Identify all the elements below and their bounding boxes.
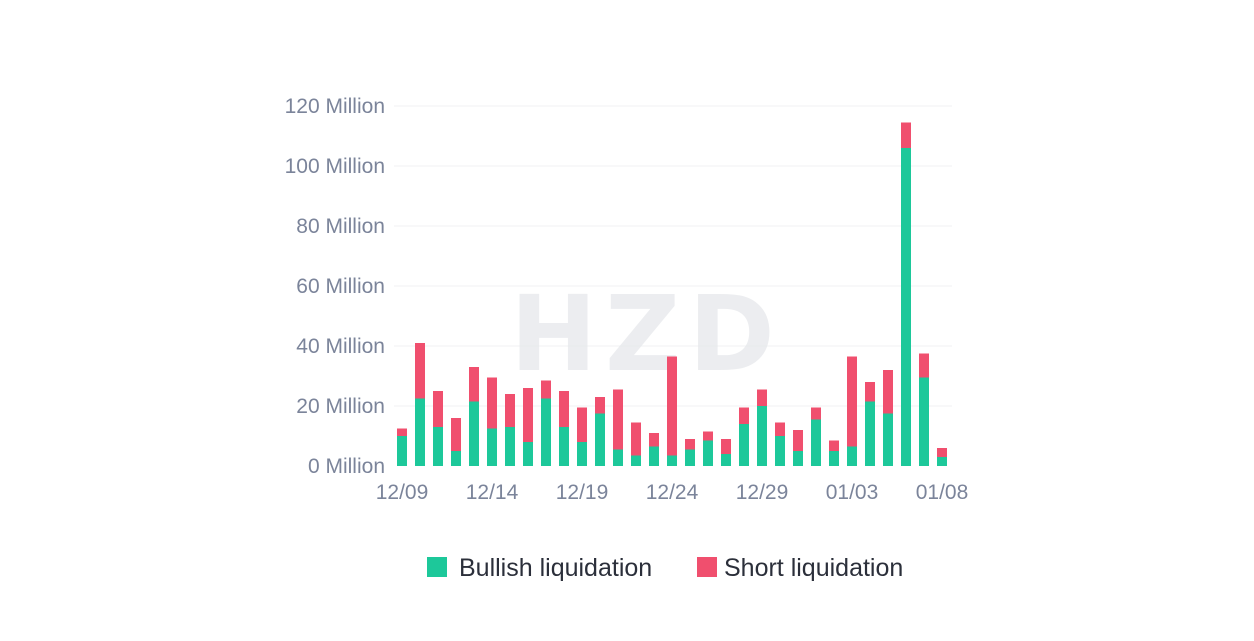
bar-bullish-liquidation	[667, 455, 677, 466]
y-tick-label: 0 Million	[308, 455, 385, 478]
bar-short-liquidation	[865, 382, 875, 402]
bar-short-liquidation	[703, 431, 713, 441]
bar-bullish-liquidation	[433, 427, 443, 466]
bar-short-liquidation	[613, 389, 623, 450]
bar-bullish-liquidation	[901, 148, 911, 466]
bar-bullish-liquidation	[649, 446, 659, 466]
x-tick-label: 12/14	[466, 481, 519, 504]
bar-short-liquidation	[523, 388, 533, 442]
bar-bullish-liquidation	[793, 451, 803, 466]
x-tick-label: 12/24	[646, 481, 699, 504]
bar-short-liquidation	[811, 407, 821, 420]
bar-bullish-liquidation	[703, 440, 713, 466]
legend: Bullish liquidation Short liquidation	[427, 554, 903, 582]
legend-swatch-short	[697, 557, 717, 577]
bar-bullish-liquidation	[721, 454, 731, 466]
bar-short-liquidation	[469, 367, 479, 402]
bar-short-liquidation	[595, 397, 605, 414]
bar-short-liquidation	[397, 428, 407, 436]
bar-short-liquidation	[451, 418, 461, 451]
y-tick-label: 100 Million	[285, 155, 385, 178]
bar-short-liquidation	[757, 389, 767, 406]
bar-short-liquidation	[901, 122, 911, 148]
x-tick-label: 12/09	[376, 481, 429, 504]
bar-bullish-liquidation	[523, 442, 533, 466]
x-tick-label: 01/03	[826, 481, 879, 504]
bar-bullish-liquidation	[739, 424, 749, 466]
bar-short-liquidation	[505, 394, 515, 427]
bar-bullish-liquidation	[595, 413, 605, 466]
bar-bullish-liquidation	[487, 428, 497, 466]
bar-bullish-liquidation	[613, 449, 623, 466]
bar-short-liquidation	[775, 422, 785, 436]
bar-short-liquidation	[631, 422, 641, 456]
y-tick-label: 80 Million	[296, 215, 385, 238]
bar-bullish-liquidation	[937, 457, 947, 466]
bar-short-liquidation	[919, 353, 929, 378]
bar-bullish-liquidation	[397, 436, 407, 466]
bar-short-liquidation	[721, 439, 731, 454]
legend-swatch-bullish	[427, 557, 447, 577]
bar-bullish-liquidation	[865, 401, 875, 466]
grid-lines	[394, 105, 952, 407]
watermark-logo: HZD	[510, 273, 783, 395]
legend-label-bullish: Bullish liquidation	[459, 554, 652, 582]
bar-short-liquidation	[415, 343, 425, 399]
x-axis: 12/09 12/14 12/19 12/24 12/29 01/03 01/08	[376, 481, 969, 504]
bar-bullish-liquidation	[883, 413, 893, 466]
bar-short-liquidation	[667, 356, 677, 456]
bar-bullish-liquidation	[577, 442, 587, 466]
bar-short-liquidation	[847, 356, 857, 447]
bar-bullish-liquidation	[829, 451, 839, 466]
bar-short-liquidation	[559, 391, 569, 427]
bar-bullish-liquidation	[775, 436, 785, 466]
bar-short-liquidation	[829, 440, 839, 451]
y-tick-label: 20 Million	[296, 395, 385, 418]
y-tick-label: 60 Million	[296, 275, 385, 298]
bar-bullish-liquidation	[469, 401, 479, 466]
bar-short-liquidation	[433, 391, 443, 427]
bar-bullish-liquidation	[919, 377, 929, 466]
bar-bullish-liquidation	[505, 427, 515, 466]
x-tick-label: 12/29	[736, 481, 789, 504]
bar-short-liquidation	[541, 380, 551, 399]
bar-bullish-liquidation	[541, 398, 551, 466]
bars-layer	[397, 122, 947, 466]
bar-short-liquidation	[739, 407, 749, 424]
bar-bullish-liquidation	[847, 446, 857, 466]
bar-short-liquidation	[577, 407, 587, 442]
y-tick-label: 40 Million	[296, 335, 385, 358]
bar-bullish-liquidation	[757, 406, 767, 466]
bar-bullish-liquidation	[631, 455, 641, 466]
legend-label-short: Short liquidation	[724, 554, 903, 582]
bar-bullish-liquidation	[451, 451, 461, 466]
bar-bullish-liquidation	[811, 419, 821, 466]
bar-bullish-liquidation	[415, 398, 425, 466]
x-tick-label: 01/08	[916, 481, 969, 504]
bar-short-liquidation	[883, 370, 893, 414]
bar-short-liquidation	[937, 448, 947, 457]
bar-short-liquidation	[487, 377, 497, 429]
bar-short-liquidation	[649, 433, 659, 447]
bar-short-liquidation	[793, 430, 803, 451]
y-tick-label: 120 Million	[285, 95, 385, 118]
bar-bullish-liquidation	[559, 427, 569, 466]
x-tick-label: 12/19	[556, 481, 609, 504]
y-axis: 0 Million 20 Million 40 Million 60 Million 8…	[285, 95, 385, 478]
bar-bullish-liquidation	[685, 449, 695, 466]
bar-short-liquidation	[685, 439, 695, 450]
